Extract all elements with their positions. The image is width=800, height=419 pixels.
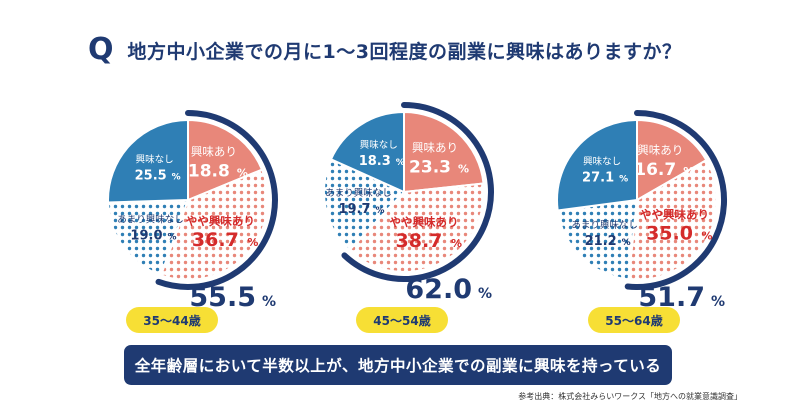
slice-unit: % [458, 162, 469, 175]
pie-slice [556, 118, 638, 212]
slice-value: 18.8 [188, 161, 230, 181]
pie-slice [107, 118, 189, 204]
question-title: 地方中小企業での月に1〜3回程度の副業に興味はありますか？ [127, 40, 682, 63]
pie-slice [347, 182, 485, 273]
slice-unit: % [683, 165, 694, 178]
slice-value: 25.5 [135, 169, 167, 184]
total-unit: % [262, 294, 276, 310]
slice-value: 18.3 [359, 154, 391, 169]
slice-value: 21.2 [585, 234, 617, 249]
slice-label: やや興味あり [640, 207, 709, 221]
pie-slice [159, 168, 269, 281]
pie-slice [107, 198, 190, 277]
pie-chart-0 [107, 110, 278, 290]
slice-unit: % [376, 206, 385, 216]
pie-slice [403, 110, 485, 194]
question-header: Q 地方中小企業での月に1〜3回程度の副業に興味はありますか？ [88, 30, 681, 70]
slice-label: 興味なし [360, 139, 398, 151]
slice-label: 興味なし [583, 155, 621, 167]
slice-unit: % [702, 229, 713, 242]
slice-unit: % [167, 232, 176, 242]
slice-unit: % [237, 166, 248, 179]
slice-label: 興味あり [412, 140, 458, 154]
slice-value: 23.3 [409, 157, 451, 177]
slice-unit: % [622, 238, 631, 248]
pie-slice [556, 198, 639, 281]
slice-value: 27.1 [582, 170, 614, 185]
total-unit: % [478, 286, 492, 302]
total-percent: 62.0 [405, 274, 472, 305]
source-note: 参考出典：株式会社みらいワークス「地方への就業意識調査」 [518, 392, 742, 401]
slice-value: 38.7 [396, 230, 443, 252]
slice-label: やや興味あり [389, 215, 458, 229]
slice-unit: % [247, 236, 258, 249]
pie-chart-2 [556, 110, 728, 290]
slice-label: 興味あり [191, 144, 237, 158]
slice-label: やや興味あり [186, 214, 255, 228]
total-unit: % [711, 294, 725, 310]
conclusion-banner: 全年齢層において半数以上が、地方中小企業での副業に興味を持っている [124, 345, 672, 385]
slice-value: 19.0 [130, 228, 162, 243]
slice-value: 19.7 [338, 202, 370, 217]
slice-label: あまり興味なし [325, 187, 392, 199]
interest-arc [624, 110, 728, 290]
slice-unit: % [619, 174, 628, 184]
slice-unit: % [172, 173, 181, 183]
pie-slice [323, 157, 406, 252]
slice-label: 興味なし [136, 154, 174, 166]
pie-slice [627, 158, 718, 281]
interest-arc [341, 102, 494, 282]
slice-unit: % [396, 158, 405, 168]
pie-chart-1 [323, 102, 494, 282]
age-label-45-54: 45〜54歳 [356, 307, 448, 333]
slice-value: 35.0 [646, 222, 693, 244]
pie-slice [636, 118, 708, 202]
slice-label: あまり興味なし [117, 213, 184, 225]
pie-slice [329, 110, 405, 194]
pie-slice [187, 118, 264, 202]
q-mark: Q [88, 32, 114, 67]
slice-value: 36.7 [192, 229, 239, 251]
slice-unit: % [451, 237, 462, 250]
age-label-35-44: 35〜44歳 [126, 307, 218, 333]
slice-label: 興味あり [637, 143, 683, 157]
slice-value: 16.7 [634, 160, 676, 180]
slice-label: あまり興味なし [571, 219, 638, 231]
interest-arc [155, 110, 278, 290]
age-label-55-64: 55〜64歳 [588, 307, 680, 333]
